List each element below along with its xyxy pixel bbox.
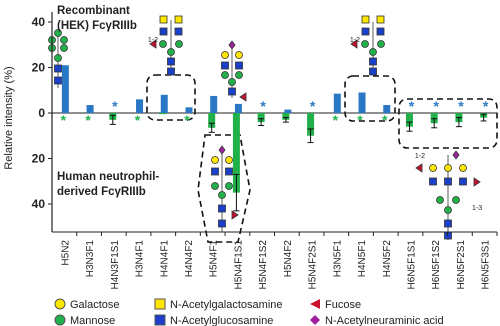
bar [208, 113, 216, 128]
bar [430, 113, 438, 124]
error-bar [406, 121, 413, 132]
not-detected-marker: * [333, 112, 339, 128]
legend-symbol [310, 315, 320, 325]
glycan-cartoons [48, 15, 481, 240]
linkage-label: 1-2 [350, 37, 360, 44]
x-tick-label: H5N4F2 [283, 240, 294, 278]
dashed-box [197, 134, 251, 243]
error-bar [455, 117, 462, 128]
y-tick-label: 0 [38, 106, 45, 120]
x-tick-label: H6N5F1S1 [406, 240, 417, 290]
x-tick-label: H5N4F1 [209, 240, 220, 278]
x-tick-label: H3N5F1 [332, 240, 343, 278]
legend-symbol [154, 298, 166, 310]
legend-label: N-Acetylgalactosamine [170, 299, 283, 311]
x-tick-label: H4N3F1S1 [110, 240, 121, 290]
bar [210, 95, 218, 113]
legend-symbol [154, 314, 166, 326]
bar [284, 109, 292, 113]
x-tick-label: H3N4F1 [135, 240, 146, 278]
not-detected-marker: * [85, 112, 91, 128]
bar [185, 107, 193, 113]
series-label: Human neutrophil- [57, 171, 159, 183]
bar [307, 113, 315, 136]
error-bar [480, 113, 487, 122]
x-tick-label: H4N5F1 [357, 240, 368, 278]
legend-label: N-Acetylneuraminic acid [325, 315, 444, 326]
error-bar [233, 173, 240, 212]
legend-symbol [54, 314, 66, 326]
x-tick-label: H4N4F1 [159, 240, 170, 278]
x-tick-label: H6N5F1S2 [431, 240, 442, 290]
bar [405, 113, 413, 127]
y-tick-label: 40 [32, 197, 46, 211]
y-tick-label: 20 [32, 61, 46, 75]
legend-label: N-Acetylglucosamine [170, 315, 273, 326]
legend-symbol [54, 298, 66, 310]
bar [383, 105, 391, 113]
series-label: (HEK) FcγRIIIb [57, 20, 137, 32]
series-label: Recombinant [57, 5, 130, 17]
legend-symbol [310, 299, 320, 309]
linkage-label: 1-2 [148, 37, 158, 44]
not-detected-marker: * [112, 98, 118, 114]
not-detected-marker: * [135, 112, 141, 128]
x-tick-label: H5N4F2S1 [308, 240, 319, 290]
bar [358, 92, 366, 113]
x-tick-label: H5N4F1S2 [258, 240, 269, 290]
y-axis-label: Relative intensity (%) [3, 66, 15, 169]
legend-label: Mannose [70, 315, 115, 326]
legend-label: Fucose [325, 299, 361, 311]
x-tick-label: H5N2 [60, 240, 71, 266]
not-detected-marker: * [260, 98, 266, 114]
error-bar [282, 117, 289, 123]
error-bar [307, 128, 314, 144]
error-bar [109, 114, 116, 125]
error-bar [258, 118, 265, 127]
bar [160, 94, 168, 113]
x-tick-label: H6N5F3S1 [481, 240, 492, 290]
bar [282, 113, 290, 120]
legend-label: Galactose [70, 299, 120, 311]
dashed-box [398, 98, 498, 149]
dashed-box [344, 75, 396, 122]
error-bar [208, 122, 215, 133]
bar [232, 113, 240, 193]
bar [333, 93, 341, 113]
linkage-label: 1-3 [472, 205, 482, 212]
not-detected-marker: * [357, 112, 363, 128]
x-tick-label: H5N4F1S1 [233, 240, 244, 290]
x-tick-label: H4N5F2 [382, 240, 393, 278]
not-detected-marker: * [458, 98, 464, 114]
not-detected-marker: * [433, 98, 439, 114]
bar [234, 103, 242, 113]
series-label: derived FcγRIIIb [57, 186, 146, 198]
linkage-label: 1-2 [415, 153, 425, 160]
bar [61, 65, 69, 113]
x-tick-label: H3N3F1 [85, 240, 96, 278]
not-detected-marker: * [483, 98, 489, 114]
not-detected-marker: * [382, 112, 388, 128]
x-tick-label: H4N4F2 [184, 240, 195, 278]
bar [257, 113, 265, 123]
y-tick-label: 20 [32, 152, 46, 166]
not-detected-marker: * [409, 98, 415, 114]
not-detected-marker: * [184, 112, 190, 128]
error-bar [431, 118, 438, 129]
not-detected-marker: * [310, 98, 316, 114]
not-detected-marker: * [61, 112, 67, 128]
x-tick-label: H6N5F2S1 [456, 240, 467, 290]
bar [86, 105, 94, 113]
bar [158, 113, 166, 115]
y-tick-label: 40 [32, 15, 46, 29]
bar [136, 99, 144, 113]
